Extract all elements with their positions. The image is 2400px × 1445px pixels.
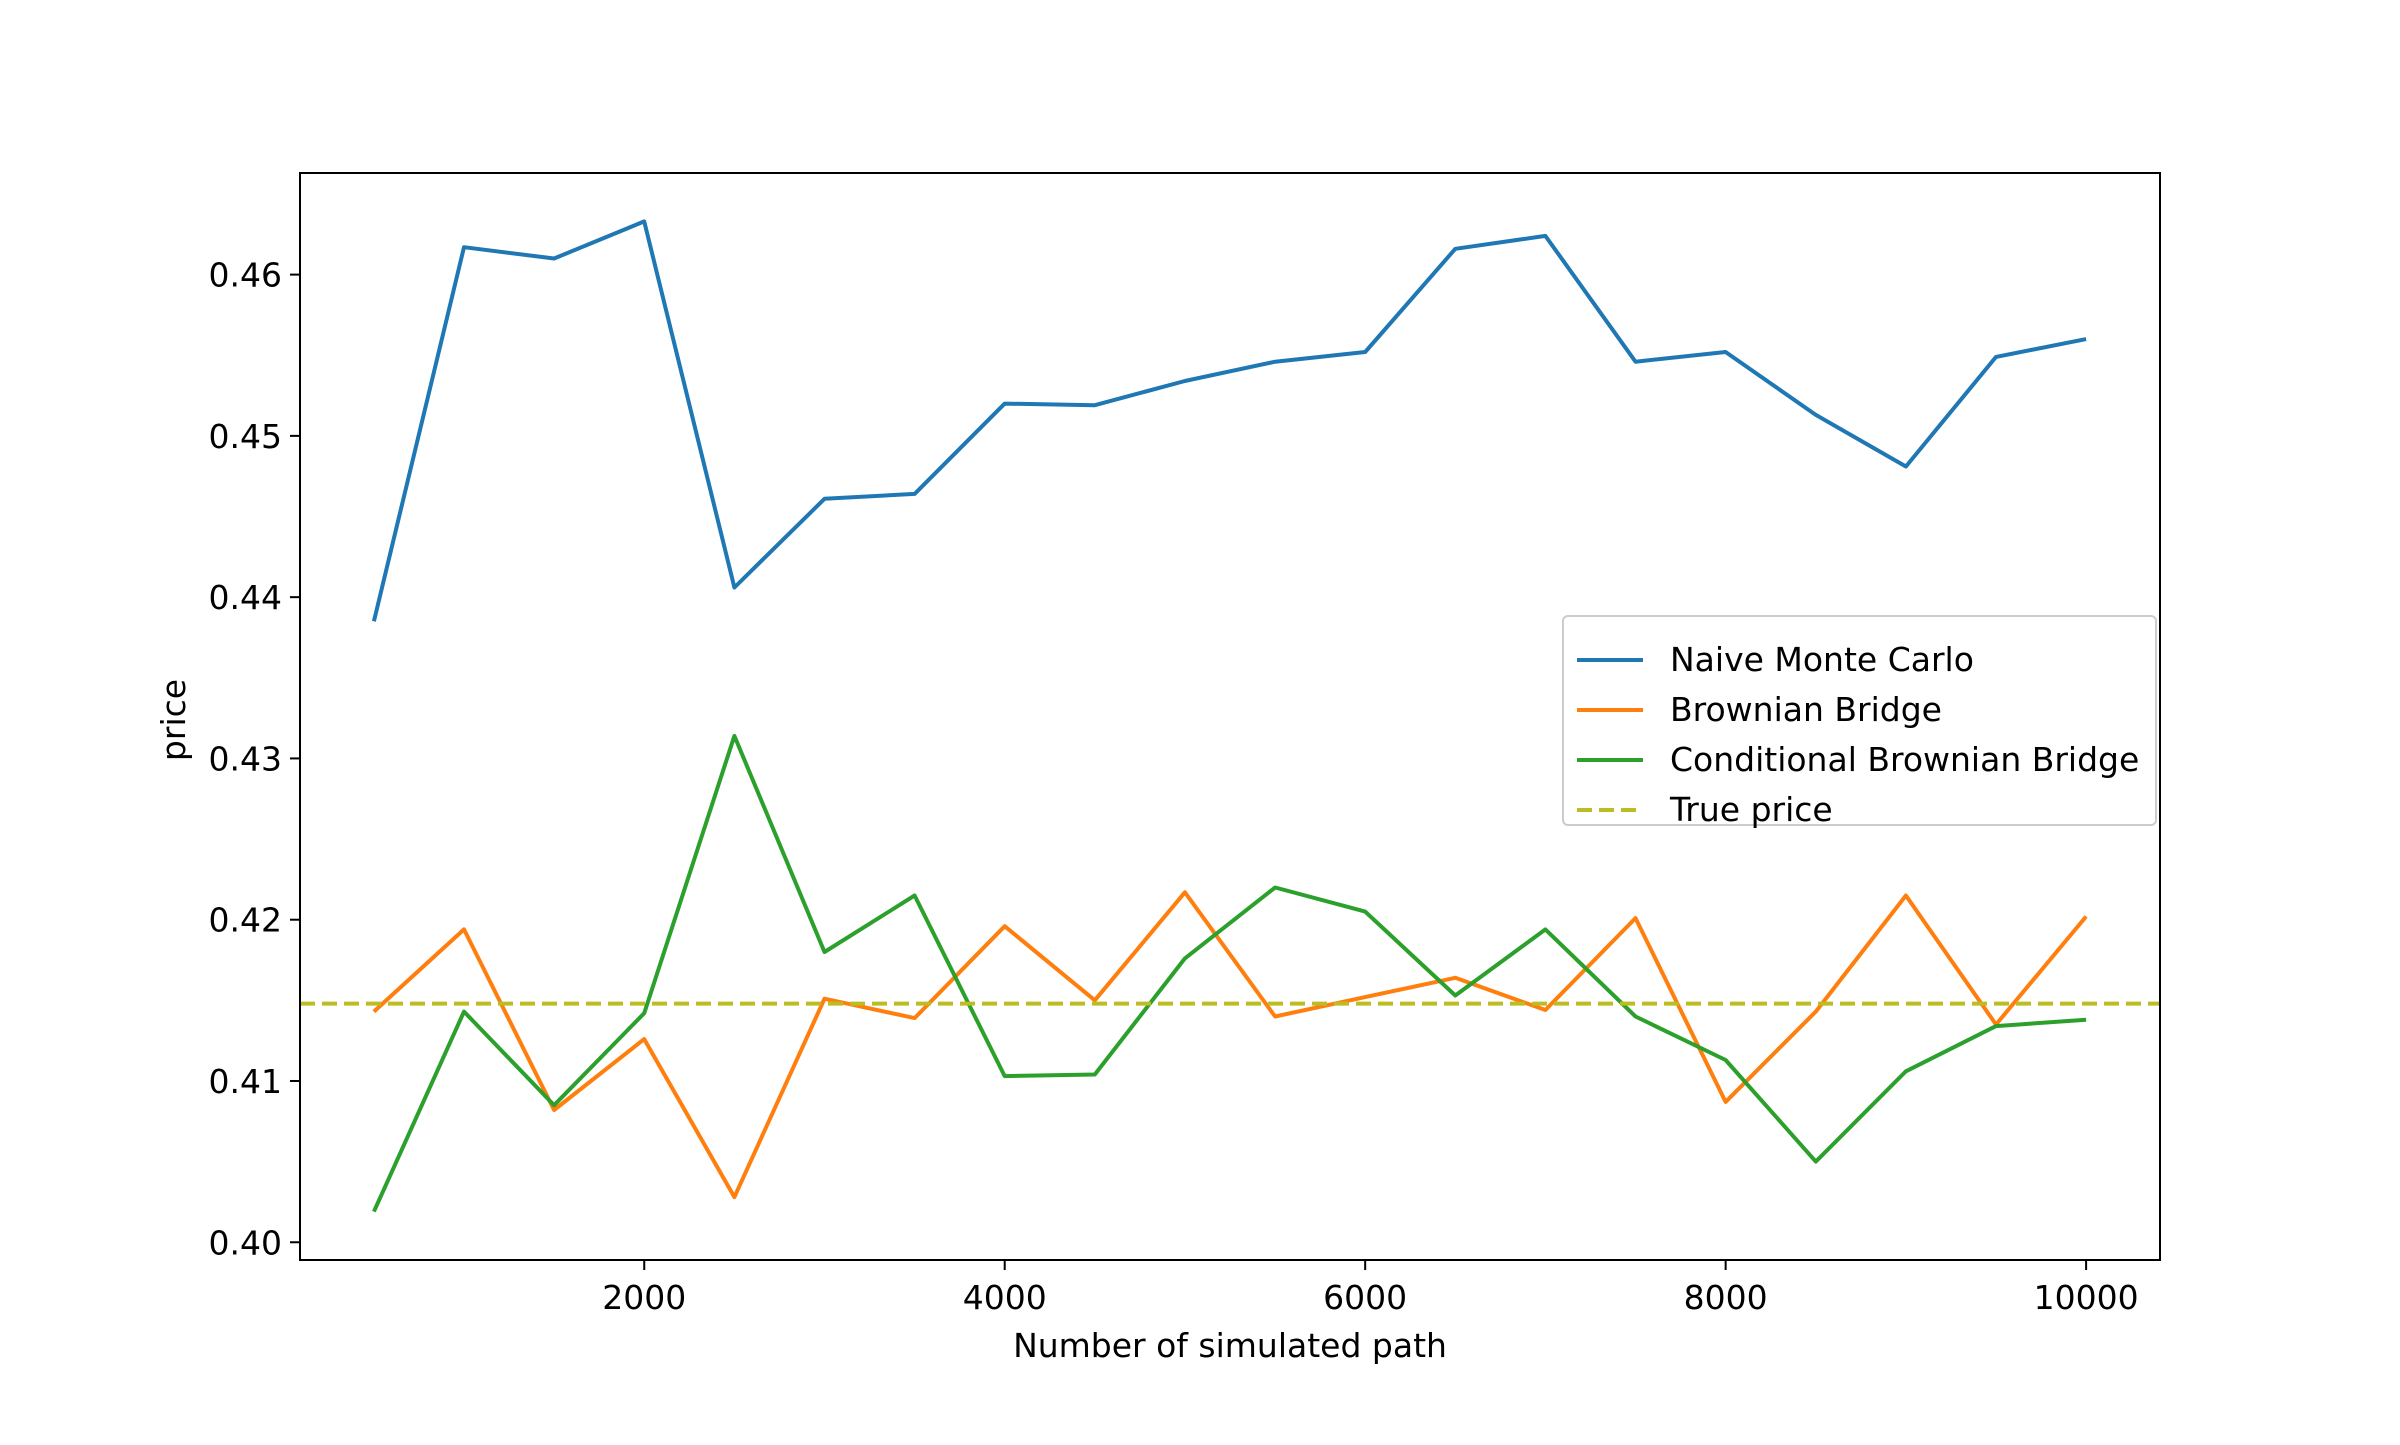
y-tick-label: 0.40: [209, 1223, 282, 1262]
x-tick-label: 4000: [963, 1278, 1047, 1317]
legend-label-brownian-bridge: Brownian Bridge: [1670, 690, 1942, 729]
y-tick-label: 0.46: [209, 256, 282, 295]
x-tick-label: 6000: [1323, 1278, 1407, 1317]
y-tick-label: 0.45: [209, 417, 282, 456]
series-line-naive-monte-carlo: [371, 219, 2087, 622]
x-tick-label: 2000: [602, 1278, 686, 1317]
plot-area-frame: [299, 172, 2161, 1261]
legend-label-true-price: True price: [1669, 790, 1833, 829]
y-tick-label: 0.41: [209, 1062, 282, 1101]
legend-label-conditional-brownian-bridge: Conditional Brownian Bridge: [1670, 740, 2139, 779]
y-tick-label: 0.44: [209, 578, 282, 617]
legend: Naive Monte Carlo Brownian Bridge Conditio…: [1562, 615, 2157, 829]
y-tick-label: 0.42: [209, 901, 282, 940]
legend-label-naive-monte-carlo: Naive Monte Carlo: [1670, 640, 1974, 679]
x-tick-label: 10000: [2034, 1278, 2139, 1317]
legend-frame: [1562, 615, 2157, 826]
y-axis-title: price: [154, 679, 193, 761]
y-tick-label: 0.43: [209, 739, 282, 778]
series-line-conditional-brownian-bridge: [372, 733, 2087, 1213]
x-axis-title: Number of simulated path: [1013, 1326, 1447, 1365]
x-axis: 2000 4000 6000 8000 10000: [602, 1260, 2139, 1317]
x-tick-label: 8000: [1684, 1278, 1768, 1317]
y-axis: 0.40 0.41 0.42 0.43 0.44 0.45 0.46: [209, 256, 300, 1262]
series-layer: [300, 219, 2160, 1213]
series-line-brownian-bridge: [372, 890, 2088, 1200]
